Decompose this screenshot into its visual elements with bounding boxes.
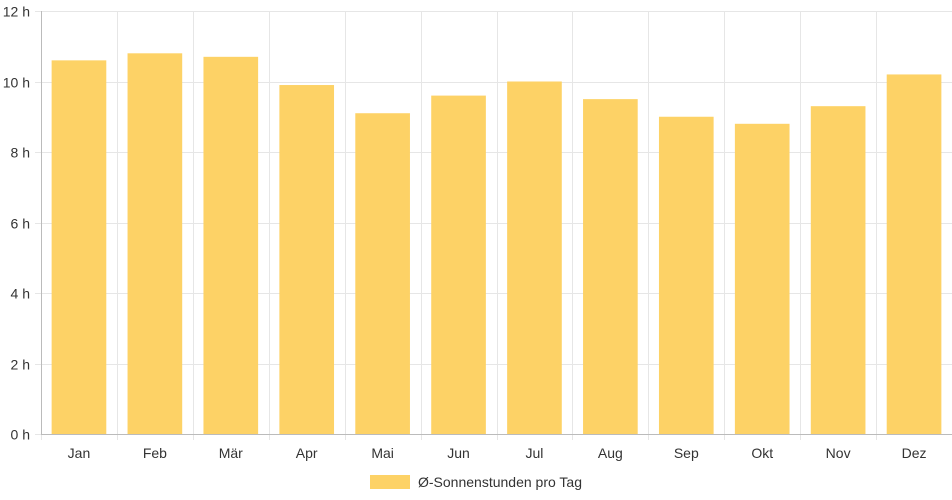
- x-tick-label: Jul: [526, 445, 544, 461]
- x-tick-label: Jan: [68, 445, 91, 461]
- bar-mär: [203, 56, 259, 434]
- x-tick-label: Okt: [751, 445, 773, 461]
- bar-sep: [658, 116, 714, 434]
- bar-apr: [279, 85, 335, 435]
- x-tick-label: Nov: [826, 445, 851, 461]
- bar-aug: [583, 99, 638, 434]
- bar-jul: [507, 81, 562, 434]
- bar-jun: [431, 95, 486, 434]
- bar-jan: [51, 60, 107, 434]
- y-tick-label: 12 h: [3, 4, 30, 20]
- y-tick-label: 4 h: [11, 286, 30, 302]
- bar-feb: [127, 53, 183, 435]
- x-tick-label: Mai: [371, 445, 394, 461]
- x-tick-label: Apr: [296, 445, 318, 461]
- x-tick-label: Sep: [674, 445, 699, 461]
- legend-label: Ø-Sonnenstunden pro Tag: [418, 474, 582, 490]
- legend-swatch: [370, 475, 410, 489]
- x-tick-label: Dez: [902, 445, 927, 461]
- bar-dez: [886, 74, 942, 434]
- axes: 0 h 2 h 4 h 6 h 8 h 10 h 12 h Jan Feb Mär Apr Mai Ju…: [3, 4, 952, 461]
- bars: [51, 53, 942, 435]
- y-tick-label: 6 h: [11, 216, 30, 232]
- x-tick-label: Mär: [219, 445, 243, 461]
- y-tick-label: 0 h: [11, 427, 30, 443]
- legend[interactable]: Ø-Sonnenstunden pro Tag: [370, 474, 582, 490]
- y-tick-label: 2 h: [11, 357, 30, 373]
- x-tick-label: Feb: [143, 445, 167, 461]
- y-tick-label: 10 h: [3, 75, 30, 91]
- x-tick-label: Jun: [447, 445, 470, 461]
- grid-lines: [35, 11, 952, 440]
- y-tick-label: 8 h: [11, 145, 30, 161]
- x-tick-label: Aug: [598, 445, 623, 461]
- bar-mai: [355, 113, 410, 434]
- bar-okt: [734, 123, 790, 435]
- bar-nov: [810, 106, 866, 435]
